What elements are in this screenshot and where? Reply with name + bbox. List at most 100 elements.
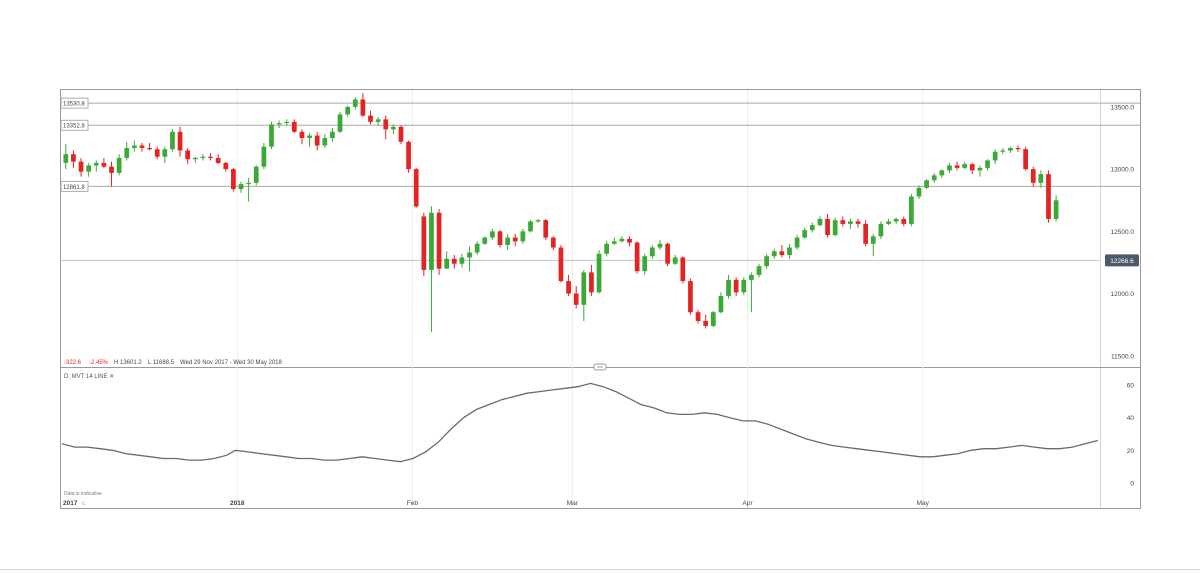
candle-body xyxy=(794,237,800,248)
candle xyxy=(284,119,290,126)
candle-body xyxy=(878,223,884,237)
level-label-box xyxy=(60,180,89,192)
time-axis-scroll-marker[interactable]: c xyxy=(82,501,85,507)
candle xyxy=(939,169,945,178)
level-label[interactable]: 13530.8 xyxy=(60,97,89,109)
candle-body xyxy=(124,147,130,158)
candle xyxy=(482,236,488,246)
candle xyxy=(162,146,168,163)
candle xyxy=(954,161,960,171)
candle-body xyxy=(535,220,541,222)
price-axis-tick-label: 12000.0 xyxy=(1111,291,1135,298)
candle xyxy=(695,309,701,324)
level-label-text: 13352.8 xyxy=(63,124,85,130)
candle-body xyxy=(162,149,168,157)
candle xyxy=(779,245,785,258)
candle-body xyxy=(779,251,785,255)
level-label[interactable]: 12861.8 xyxy=(60,180,89,192)
candle-body xyxy=(992,151,998,161)
candle xyxy=(124,141,130,161)
candle-body xyxy=(581,272,587,305)
candle-body xyxy=(436,212,442,269)
candle-body xyxy=(337,114,343,132)
candle xyxy=(185,147,191,165)
candlestick-series xyxy=(63,93,1059,333)
info-change: -322.6 xyxy=(64,360,82,366)
candle-body xyxy=(101,162,107,167)
candle-body xyxy=(931,175,937,181)
candle-body xyxy=(147,147,152,150)
time-axis-tick-label: 2018 xyxy=(230,500,245,507)
candle-body xyxy=(474,243,480,253)
candle xyxy=(1023,146,1028,171)
candle xyxy=(101,157,107,168)
candle xyxy=(1008,146,1013,153)
candle xyxy=(848,218,853,229)
candle-body xyxy=(505,237,510,246)
candle-body xyxy=(573,293,579,305)
candle xyxy=(642,253,648,275)
candle xyxy=(337,111,343,134)
candle xyxy=(391,124,396,135)
candle xyxy=(330,128,335,142)
candle xyxy=(749,272,754,313)
indicator-axis-tick-label: 40 xyxy=(1127,415,1135,422)
indicator-axis: 60 40 20 0 xyxy=(1127,383,1135,488)
candle-body xyxy=(383,119,389,130)
candle-body xyxy=(1030,169,1036,183)
candle xyxy=(474,241,480,255)
candle-body xyxy=(467,252,472,258)
candle xyxy=(893,217,899,224)
candle xyxy=(436,208,442,275)
candle-body xyxy=(223,162,229,170)
candle xyxy=(299,129,305,145)
candle xyxy=(459,253,465,268)
candle-body xyxy=(78,161,84,172)
candle xyxy=(558,245,564,283)
candle-body xyxy=(139,145,145,148)
candle xyxy=(360,93,366,117)
vertical-gridlines xyxy=(236,90,924,508)
candle xyxy=(352,96,358,110)
candle xyxy=(512,233,518,247)
candle xyxy=(710,310,716,328)
candle xyxy=(383,115,389,140)
candle-body xyxy=(680,257,686,282)
candle-body xyxy=(832,220,838,236)
candle-body xyxy=(1023,149,1028,170)
candle xyxy=(901,216,907,227)
candle-body xyxy=(314,135,320,146)
indicator-legend[interactable]: D: MVT 14 LINE ✕ xyxy=(64,374,114,380)
candle xyxy=(86,162,92,177)
horizontal-level-lines xyxy=(60,102,1140,187)
candle xyxy=(604,241,610,257)
candle-body xyxy=(939,170,945,176)
candle xyxy=(832,217,838,237)
candle xyxy=(406,140,411,173)
candle xyxy=(947,162,952,173)
candle xyxy=(969,162,975,175)
candle-body xyxy=(398,126,404,142)
candle-body xyxy=(771,251,777,257)
level-label[interactable]: 13352.8 xyxy=(60,119,89,131)
candle xyxy=(215,154,221,165)
candle xyxy=(703,314,709,329)
candle-body xyxy=(825,218,830,236)
candle xyxy=(802,227,808,239)
candle-body xyxy=(185,150,191,160)
candle xyxy=(307,133,312,147)
candle-body xyxy=(749,274,754,280)
candle-body xyxy=(238,184,244,190)
candle-body xyxy=(589,272,594,293)
candle xyxy=(992,149,998,165)
level-labels[interactable]: 13530.8 13352.8 12861.8 xyxy=(60,97,89,192)
candle xyxy=(688,278,693,315)
candle xyxy=(238,181,244,193)
candle xyxy=(413,167,419,208)
candle-body xyxy=(269,124,274,147)
candle-body xyxy=(253,166,259,183)
time-axis-tick-label: 2017 xyxy=(63,500,78,507)
candle-body xyxy=(543,220,549,238)
candle-body xyxy=(611,241,617,244)
